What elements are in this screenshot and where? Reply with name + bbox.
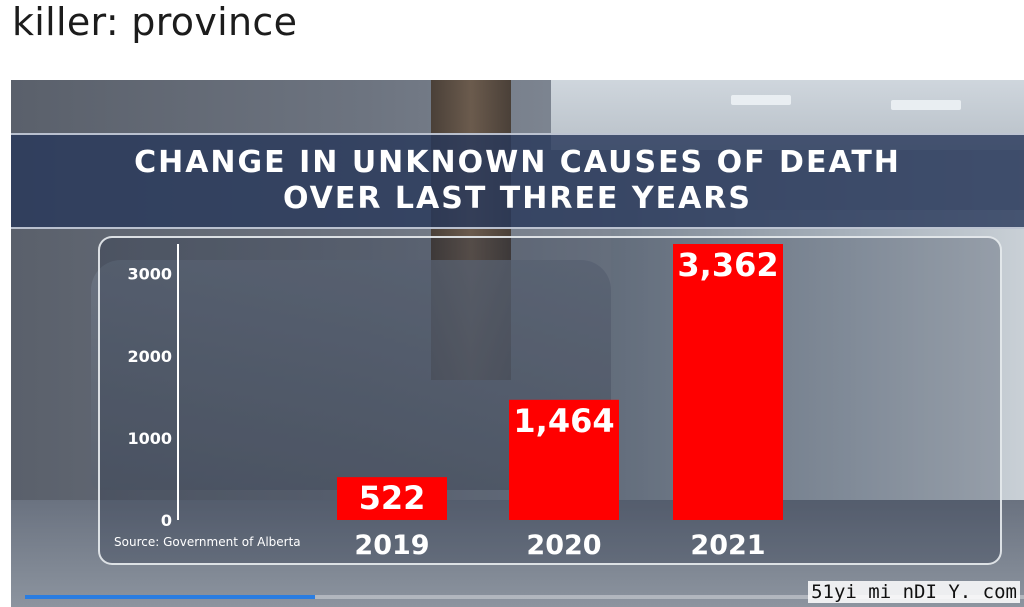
y-axis-ticks: 0 1000 2000 3000 [127,265,172,530]
y-tick-label: 0 [161,511,172,530]
x-axis-labels: 2019 2020 2021 [354,530,765,561]
y-tick-label: 3000 [127,265,172,284]
chart-title-line-2: OVER LAST THREE YEARS [282,181,753,216]
chart-title-line-1: CHANGE IN UNKNOWN CAUSES OF DEATH [134,145,901,180]
y-tick-label: 2000 [127,347,172,366]
bar-2019 [337,477,447,520]
article-headline: killer: province [12,0,298,44]
x-label-2019: 2019 [354,530,429,561]
bar-2020 [509,399,619,520]
ceiling-light [891,100,961,110]
x-label-2021: 2021 [690,530,765,561]
data-label-2021: 3,362 [677,246,778,284]
video-progress-fill [25,595,315,599]
ceiling-light [731,95,791,105]
chart-title-band: CHANGE IN UNKNOWN CAUSES OF DEATH OVER L… [11,133,1024,229]
bars [337,244,783,520]
video-progress-bar[interactable] [25,595,1024,599]
watermark: 51yi mi nDI Y. com [808,581,1020,603]
chart-source: Source: Government of Alberta [114,535,301,549]
data-labels: 522 1,464 3,362 [359,246,779,517]
data-label-2019: 522 [359,479,426,517]
bar-2021 [673,244,783,520]
video-player[interactable]: CHANGE IN UNKNOWN CAUSES OF DEATH OVER L… [11,80,1024,607]
x-label-2020: 2020 [526,530,601,561]
data-label-2020: 1,464 [513,402,614,440]
bar-chart: 0 1000 2000 3000 522 1,464 3,362 2019 2020 2021 [127,244,783,561]
y-tick-label: 1000 [127,429,172,448]
